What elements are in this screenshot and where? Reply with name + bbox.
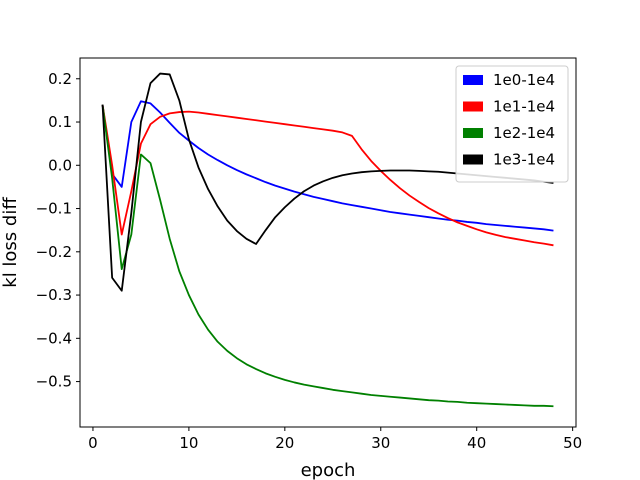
legend-label: 1e1-1e4 bbox=[493, 98, 555, 116]
y-tick-label: −0.1 bbox=[36, 200, 72, 218]
x-axis: 0 10 20 30 40 50 bbox=[88, 427, 582, 452]
y-tick-label: 0.1 bbox=[48, 113, 72, 131]
legend-box bbox=[455, 65, 569, 183]
x-tick-label: 30 bbox=[371, 434, 390, 452]
legend-label: 1e2-1e4 bbox=[493, 124, 555, 142]
legend: 1e0-1e4 1e1-1e4 1e2-1e4 1e3-1e4 bbox=[455, 65, 569, 183]
x-tick-label: 0 bbox=[88, 434, 98, 452]
legend-label: 1e3-1e4 bbox=[493, 151, 555, 169]
y-tick-label: 0.2 bbox=[48, 70, 72, 88]
y-tick-label: −0.2 bbox=[36, 243, 72, 261]
y-axis-label: kl loss diff bbox=[0, 197, 21, 288]
x-tick-label: 20 bbox=[275, 434, 294, 452]
plot-area bbox=[79, 57, 577, 428]
series-line-1 bbox=[101, 104, 554, 247]
y-tick-label: −0.3 bbox=[36, 286, 72, 304]
x-tick-label: 40 bbox=[467, 434, 486, 452]
x-axis-label: epoch bbox=[301, 460, 356, 480]
plot-frame bbox=[79, 57, 577, 428]
legend-swatch bbox=[463, 154, 483, 165]
series-layer bbox=[101, 72, 554, 408]
x-tick-label: 50 bbox=[563, 434, 582, 452]
x-tick-label: 10 bbox=[179, 434, 198, 452]
series-line-2 bbox=[101, 104, 554, 408]
legend-label: 1e0-1e4 bbox=[493, 71, 555, 89]
legend-swatch bbox=[463, 75, 483, 85]
y-tick-label: −0.4 bbox=[36, 329, 72, 347]
legend-swatch bbox=[463, 101, 483, 112]
y-tick-label: −0.5 bbox=[36, 373, 72, 391]
y-axis: −0.5 −0.4 −0.3 −0.2 −0.1 0.0 0.1 0.2 bbox=[36, 70, 80, 391]
series-line-0 bbox=[101, 100, 554, 232]
legend-swatch bbox=[463, 128, 483, 138]
y-tick-label: 0.0 bbox=[48, 156, 72, 174]
